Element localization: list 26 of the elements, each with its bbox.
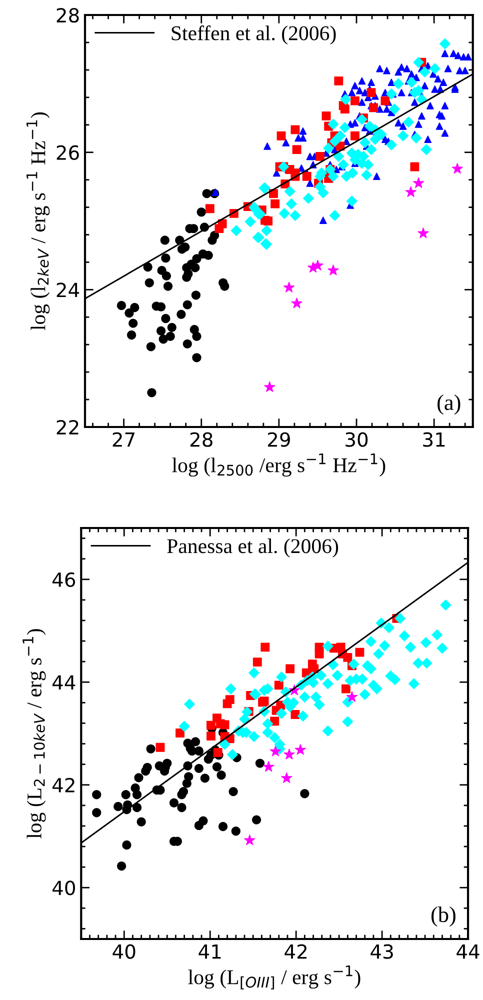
x-tick-label: 44 [456, 944, 480, 959]
y-tick-label: 26 [56, 145, 79, 160]
annotation: (b) [431, 906, 456, 927]
x-axis-title: log (L$_{[OIII]}$ / erg s$^{−1}$) [188, 965, 360, 990]
x-tick-label: 28 [190, 432, 212, 447]
x-tick-label: 31 [423, 432, 445, 447]
x-tick-label: 41 [198, 944, 221, 959]
y-tick-label: 22 [56, 420, 78, 434]
y-axis-title: log (L$_{2−10keV}$ / erg s$^{−1}$) [22, 629, 46, 838]
x-tick-label: 27 [112, 432, 134, 447]
y-tick-label: 46 [52, 572, 76, 588]
x-tick-label: 40 [112, 944, 136, 959]
legend-label: Panessa et al. (2006) [167, 538, 338, 558]
x-tick-label: 43 [370, 944, 393, 959]
y-tick-label: 42 [52, 778, 74, 792]
y-tick-label: 40 [52, 880, 75, 896]
y-tick-label: 24 [56, 282, 80, 298]
x-tick-label: 30 [346, 432, 368, 447]
x-axis-title: log (l$_{2500}$ /erg s$^{−1}$ Hz$^{−1}$) [172, 453, 386, 477]
legend-label: Steffen et al. (2006) [172, 25, 336, 45]
x-tick-label: 42 [284, 944, 307, 959]
y-tick-label: 28 [56, 8, 79, 23]
y-tick-label: 44 [52, 675, 76, 690]
x-tick-label: 29 [268, 432, 290, 447]
y-axis-title: log (l$_{2keV}$ / erg s$^{−1}$ Hz$^{−1}$) [26, 112, 50, 330]
annotation: (a) [438, 394, 460, 415]
